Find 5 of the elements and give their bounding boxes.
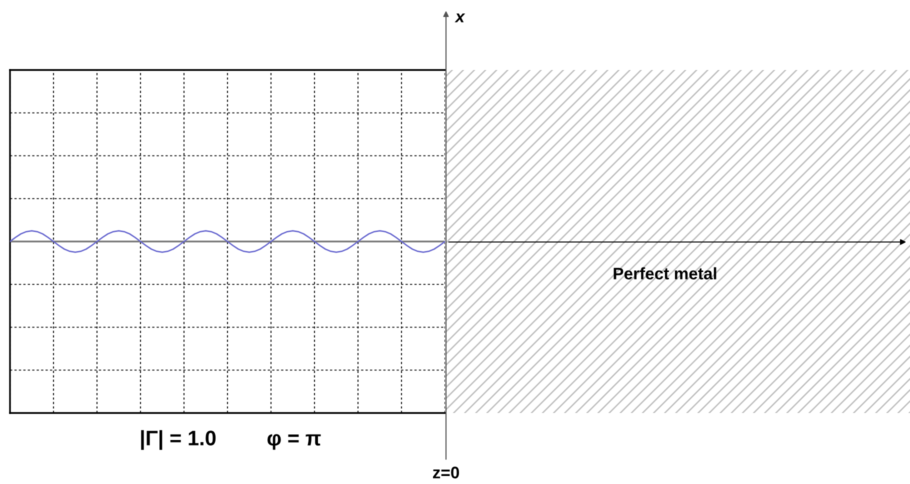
text: Perfect metal: [614, 267, 716, 280]
text: x: [454, 14, 466, 22]
text: z=0: [433, 466, 459, 478]
text: |Γ| = 1.0: [141, 430, 216, 450]
text: φ = π: [268, 434, 321, 450]
